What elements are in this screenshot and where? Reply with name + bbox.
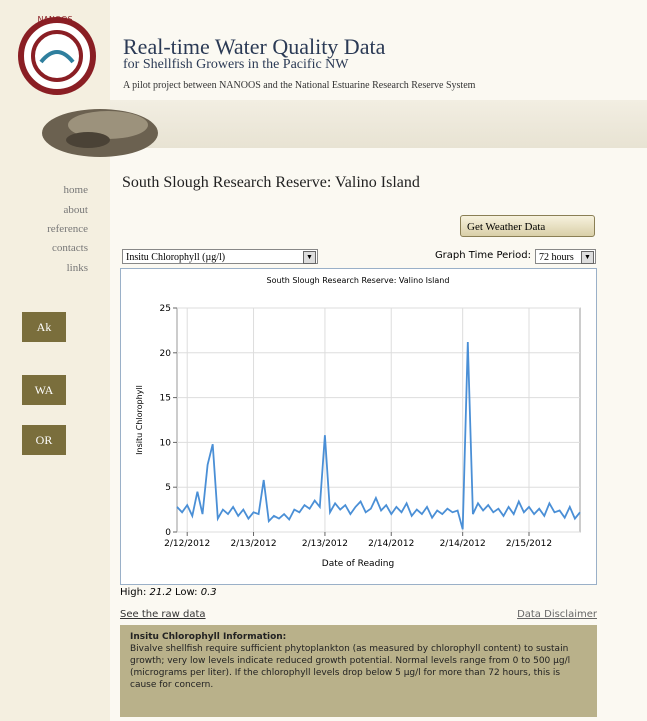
- high-value: 21.2: [149, 587, 172, 598]
- x-tick-label: 2/13/2012: [302, 539, 348, 549]
- low-label: Low:: [175, 587, 198, 598]
- stats: High: 21.2 Low: 0.3: [120, 587, 217, 598]
- state-button[interactable]: Ak: [22, 312, 66, 342]
- logo-text: NANOOS: [37, 15, 72, 24]
- y-tick-label: 20: [160, 349, 172, 359]
- y-tick-label: 0: [165, 528, 171, 538]
- chart: South Slough Research Reserve: Valino Is…: [120, 268, 597, 585]
- x-tick-label: 2/15/2012: [506, 539, 552, 549]
- y-tick-label: 10: [160, 438, 172, 448]
- weather-button[interactable]: Get Weather Data: [460, 215, 595, 237]
- x-tick-label: 2/13/2012: [230, 539, 276, 549]
- x-tick-label: 2/12/2012: [164, 539, 210, 549]
- nav-link[interactable]: home: [63, 184, 88, 196]
- site-title: Real-time Water Quality Data: [123, 34, 386, 59]
- low-value: 0.3: [200, 587, 217, 598]
- x-axis-label: Date of Reading: [322, 559, 394, 569]
- nav-link[interactable]: contacts: [51, 242, 88, 254]
- nav-link[interactable]: links: [66, 262, 88, 274]
- dropdown-arrow: ▼: [303, 251, 316, 264]
- y-tick-label: 25: [160, 304, 171, 314]
- nav-link[interactable]: about: [63, 204, 88, 216]
- time-period-select[interactable]: 72 hours ▼: [535, 249, 596, 264]
- parameter-select[interactable]: Insitu Chlorophyll (µg/l) ▼: [122, 249, 318, 264]
- disclaimer-link[interactable]: Data Disclaimer: [517, 609, 597, 620]
- plot-area: [176, 307, 581, 533]
- y-axis-label: Insitu Chlorophyll: [135, 385, 144, 455]
- ruler-band: [110, 100, 647, 148]
- time-period-label: Graph Time Period:: [434, 250, 531, 261]
- info-title: Insitu Chlorophyll Information:: [130, 632, 287, 642]
- logo: NANOOS: [18, 15, 96, 95]
- y-tick-label: 15: [160, 394, 171, 404]
- dropdown-arrow: ▼: [581, 251, 594, 264]
- high-label: High:: [120, 587, 147, 598]
- x-tick-label: 2/14/2012: [368, 539, 414, 549]
- page-heading: South Slough Research Reserve: Valino Is…: [122, 174, 420, 191]
- state-button[interactable]: WA: [22, 375, 66, 405]
- select-text: Insitu Chlorophyll (µg/l): [126, 252, 226, 263]
- raw-data-link[interactable]: See the raw data: [120, 609, 206, 620]
- info-text: Bivalve shellfish require sufficient phy…: [130, 644, 571, 690]
- tagline: A pilot project between NANOOS and the N…: [123, 80, 476, 91]
- y-tick-label: 5: [165, 483, 171, 493]
- x-tick-label: 2/14/2012: [440, 539, 486, 549]
- site-subtitle: for Shellfish Growers in the Pacific NW: [123, 57, 349, 72]
- chart-title: South Slough Research Reserve: Valino Is…: [267, 276, 450, 285]
- select-text: 72 hours: [539, 252, 574, 263]
- oyster-image: [42, 109, 158, 157]
- nav-link[interactable]: reference: [47, 223, 88, 235]
- state-button[interactable]: OR: [22, 425, 66, 455]
- info-box: Insitu Chlorophyll Information: Bivalve …: [120, 625, 597, 717]
- data-line: [176, 341, 581, 530]
